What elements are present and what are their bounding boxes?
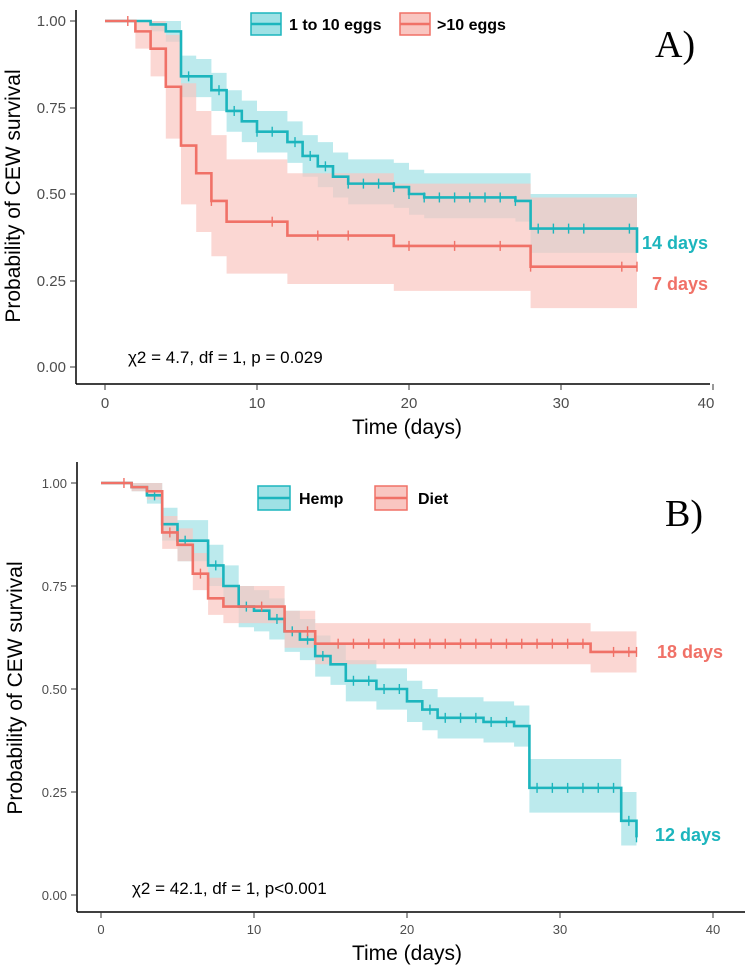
panel-a-label: A) <box>655 24 695 66</box>
panel-b-ytick-label: 0.00 <box>42 888 67 903</box>
panel-a-xtick-label: 10 <box>249 395 266 412</box>
panel-a-ytick-label: 1.00 <box>37 13 66 30</box>
panel-a-y-axis-title: Probability of CEW survival <box>2 69 25 322</box>
panel-b: 0.00 0.25 0.50 0.75 1.00 0 10 20 30 40 T… <box>4 462 745 965</box>
panel-a-ytick-label: 0.75 <box>37 100 66 117</box>
panel-a-y-ticks: 0.00 0.25 0.50 0.75 1.00 <box>37 13 76 376</box>
panel-b-ytick-label: 1.00 <box>42 476 67 491</box>
legend-label: Hemp <box>299 491 344 508</box>
panel-b-y-axis-title: Probability of CEW survival <box>4 561 27 814</box>
panel-b-x-ticks: 0 10 20 30 40 <box>97 912 720 937</box>
panel-a-plot-area <box>105 16 639 309</box>
panel-b-plot-area <box>101 478 638 863</box>
panel-b-end-label-series-1: 12 days <box>655 825 721 845</box>
panel-a-ci-band-series-2 <box>105 21 637 309</box>
panel-a-legend: 1 to 10 eggs >10 eggs <box>250 12 506 36</box>
panel-a-xtick-label: 30 <box>553 395 570 412</box>
panel-a-xtick-label: 20 <box>401 395 418 412</box>
panel-b-legend: Hemp Diet <box>257 485 449 511</box>
panel-b-ci-band-series-1 <box>101 483 637 863</box>
panel-b-end-label-series-2: 18 days <box>657 642 723 662</box>
panel-b-xtick-label: 0 <box>97 922 104 937</box>
panel-a-stat-annotation: χ2 = 4.7, df = 1, p = 0.029 <box>128 348 323 367</box>
panel-a-ytick-label: 0.50 <box>37 186 66 203</box>
panel-a-x-axis-title: Time (days) <box>352 416 462 439</box>
panel-a-ytick-label: 0.00 <box>37 359 66 376</box>
panel-a-xtick-label: 0 <box>101 395 109 412</box>
panel-b-xtick-label: 30 <box>553 922 567 937</box>
panel-b-y-ticks: 0.00 0.25 0.50 0.75 1.00 <box>42 476 77 903</box>
panel-b-label: B) <box>665 493 703 535</box>
panel-a: 0.00 0.25 0.50 0.75 1.00 0 10 20 30 40 T… <box>2 10 714 439</box>
panel-b-xtick-label: 10 <box>247 922 261 937</box>
panel-b-stat-annotation: χ2 = 42.1, df = 1, p<0.001 <box>132 879 327 898</box>
panel-b-ci-band-series-2 <box>101 483 637 673</box>
panel-b-ytick-label: 0.50 <box>42 682 67 697</box>
panel-b-x-axis-title: Time (days) <box>352 942 462 965</box>
panel-a-end-label-series-1: 14 days <box>642 233 708 253</box>
legend-label: Diet <box>418 491 449 508</box>
panel-a-x-ticks: 0 10 20 30 40 <box>101 384 715 412</box>
legend-label: >10 eggs <box>437 17 506 34</box>
panel-a-xtick-label: 40 <box>698 395 715 412</box>
panel-b-xtick-label: 40 <box>706 922 720 937</box>
panel-a-end-label-series-2: 7 days <box>652 274 708 294</box>
panel-a-ytick-label: 0.25 <box>37 273 66 290</box>
panel-b-xtick-label: 20 <box>400 922 414 937</box>
panel-a-survival-line-series-2 <box>105 19 637 268</box>
panel-b-ytick-label: 0.75 <box>42 579 67 594</box>
panel-b-ytick-label: 0.25 <box>42 785 67 800</box>
legend-label: 1 to 10 eggs <box>289 17 382 34</box>
